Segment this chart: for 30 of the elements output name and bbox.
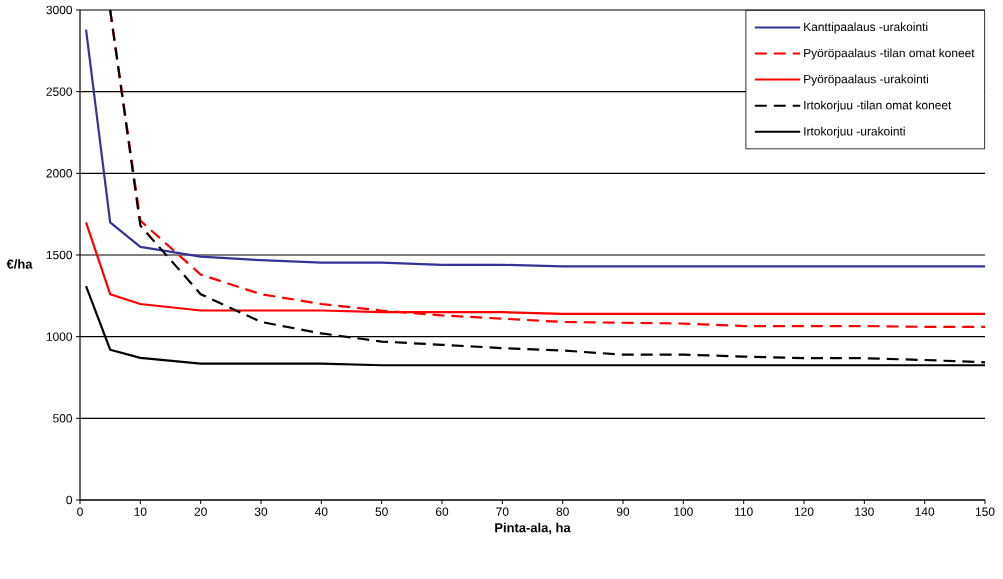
legend-label: Pyöröpaalaus -urakointi [804,74,928,86]
x-tick-label: 100 [674,507,693,516]
x-tick-label: 90 [616,507,630,516]
y-tick-label: 0 [66,495,73,505]
x-tick-label: 30 [254,507,268,516]
x-tick-label: 10 [134,507,147,516]
x-tick-label: 50 [375,507,388,516]
x-tick-label: 150 [975,507,995,516]
x-tick-label: 80 [556,507,569,516]
legend-label: Pyöröpaalaus -tilan omat koneet [804,48,975,60]
y-tick-label: 2000 [46,169,73,178]
x-tick-label: 20 [194,507,207,516]
x-tick-label: 40 [314,507,328,516]
y-tick-label: 1000 [46,332,73,341]
x-tick-label: 140 [915,507,935,516]
x-axis-title: Pinta-ala, ha [495,522,571,535]
legend-label: Irtokorjuu -tilan omat koneet [804,100,952,112]
x-tick-label: 120 [794,507,814,516]
legend-label: Kanttipaalaus -urakointi [804,22,928,34]
y-tick-label: 3000 [46,5,73,15]
x-tick-label: 130 [855,507,874,516]
x-tick-label: 0 [77,507,83,516]
x-tick-label: 70 [496,507,509,516]
x-tick-label: 110 [735,507,753,516]
legend-label: Irtokorjuu -urakointi [804,126,905,138]
y-tick-label: 500 [53,414,73,423]
y-axis-title: €/ha [6,259,33,269]
y-tick-label: 1500 [46,250,73,260]
x-tick-label: 60 [435,507,449,516]
y-tick-label: 2500 [46,87,73,96]
